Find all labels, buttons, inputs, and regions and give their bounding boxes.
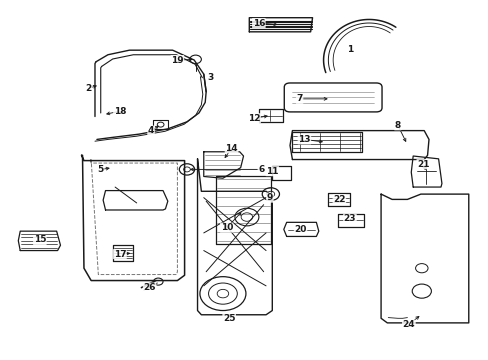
- Text: 17: 17: [113, 249, 126, 258]
- Text: 13: 13: [298, 135, 310, 144]
- Text: 4: 4: [147, 126, 154, 135]
- Text: 14: 14: [225, 144, 237, 153]
- Text: 6: 6: [258, 165, 264, 174]
- Text: 24: 24: [402, 320, 414, 329]
- Text: 12: 12: [247, 114, 260, 123]
- Text: 20: 20: [294, 225, 306, 234]
- Text: 11: 11: [265, 167, 278, 176]
- Text: 10: 10: [220, 223, 232, 232]
- Text: 15: 15: [34, 235, 46, 244]
- Text: 21: 21: [416, 159, 428, 168]
- Text: 16: 16: [252, 18, 264, 27]
- Text: 22: 22: [332, 195, 345, 204]
- Text: 19: 19: [171, 55, 183, 64]
- Text: 26: 26: [143, 283, 156, 292]
- Text: 9: 9: [266, 193, 272, 202]
- Text: 8: 8: [394, 121, 400, 130]
- Text: 3: 3: [207, 73, 214, 82]
- Text: 7: 7: [296, 94, 302, 103]
- Text: 1: 1: [346, 45, 352, 54]
- Text: 2: 2: [85, 84, 92, 93]
- Text: 18: 18: [113, 107, 126, 116]
- Text: 5: 5: [98, 165, 103, 174]
- Text: 23: 23: [343, 214, 355, 223]
- Text: 25: 25: [223, 314, 235, 323]
